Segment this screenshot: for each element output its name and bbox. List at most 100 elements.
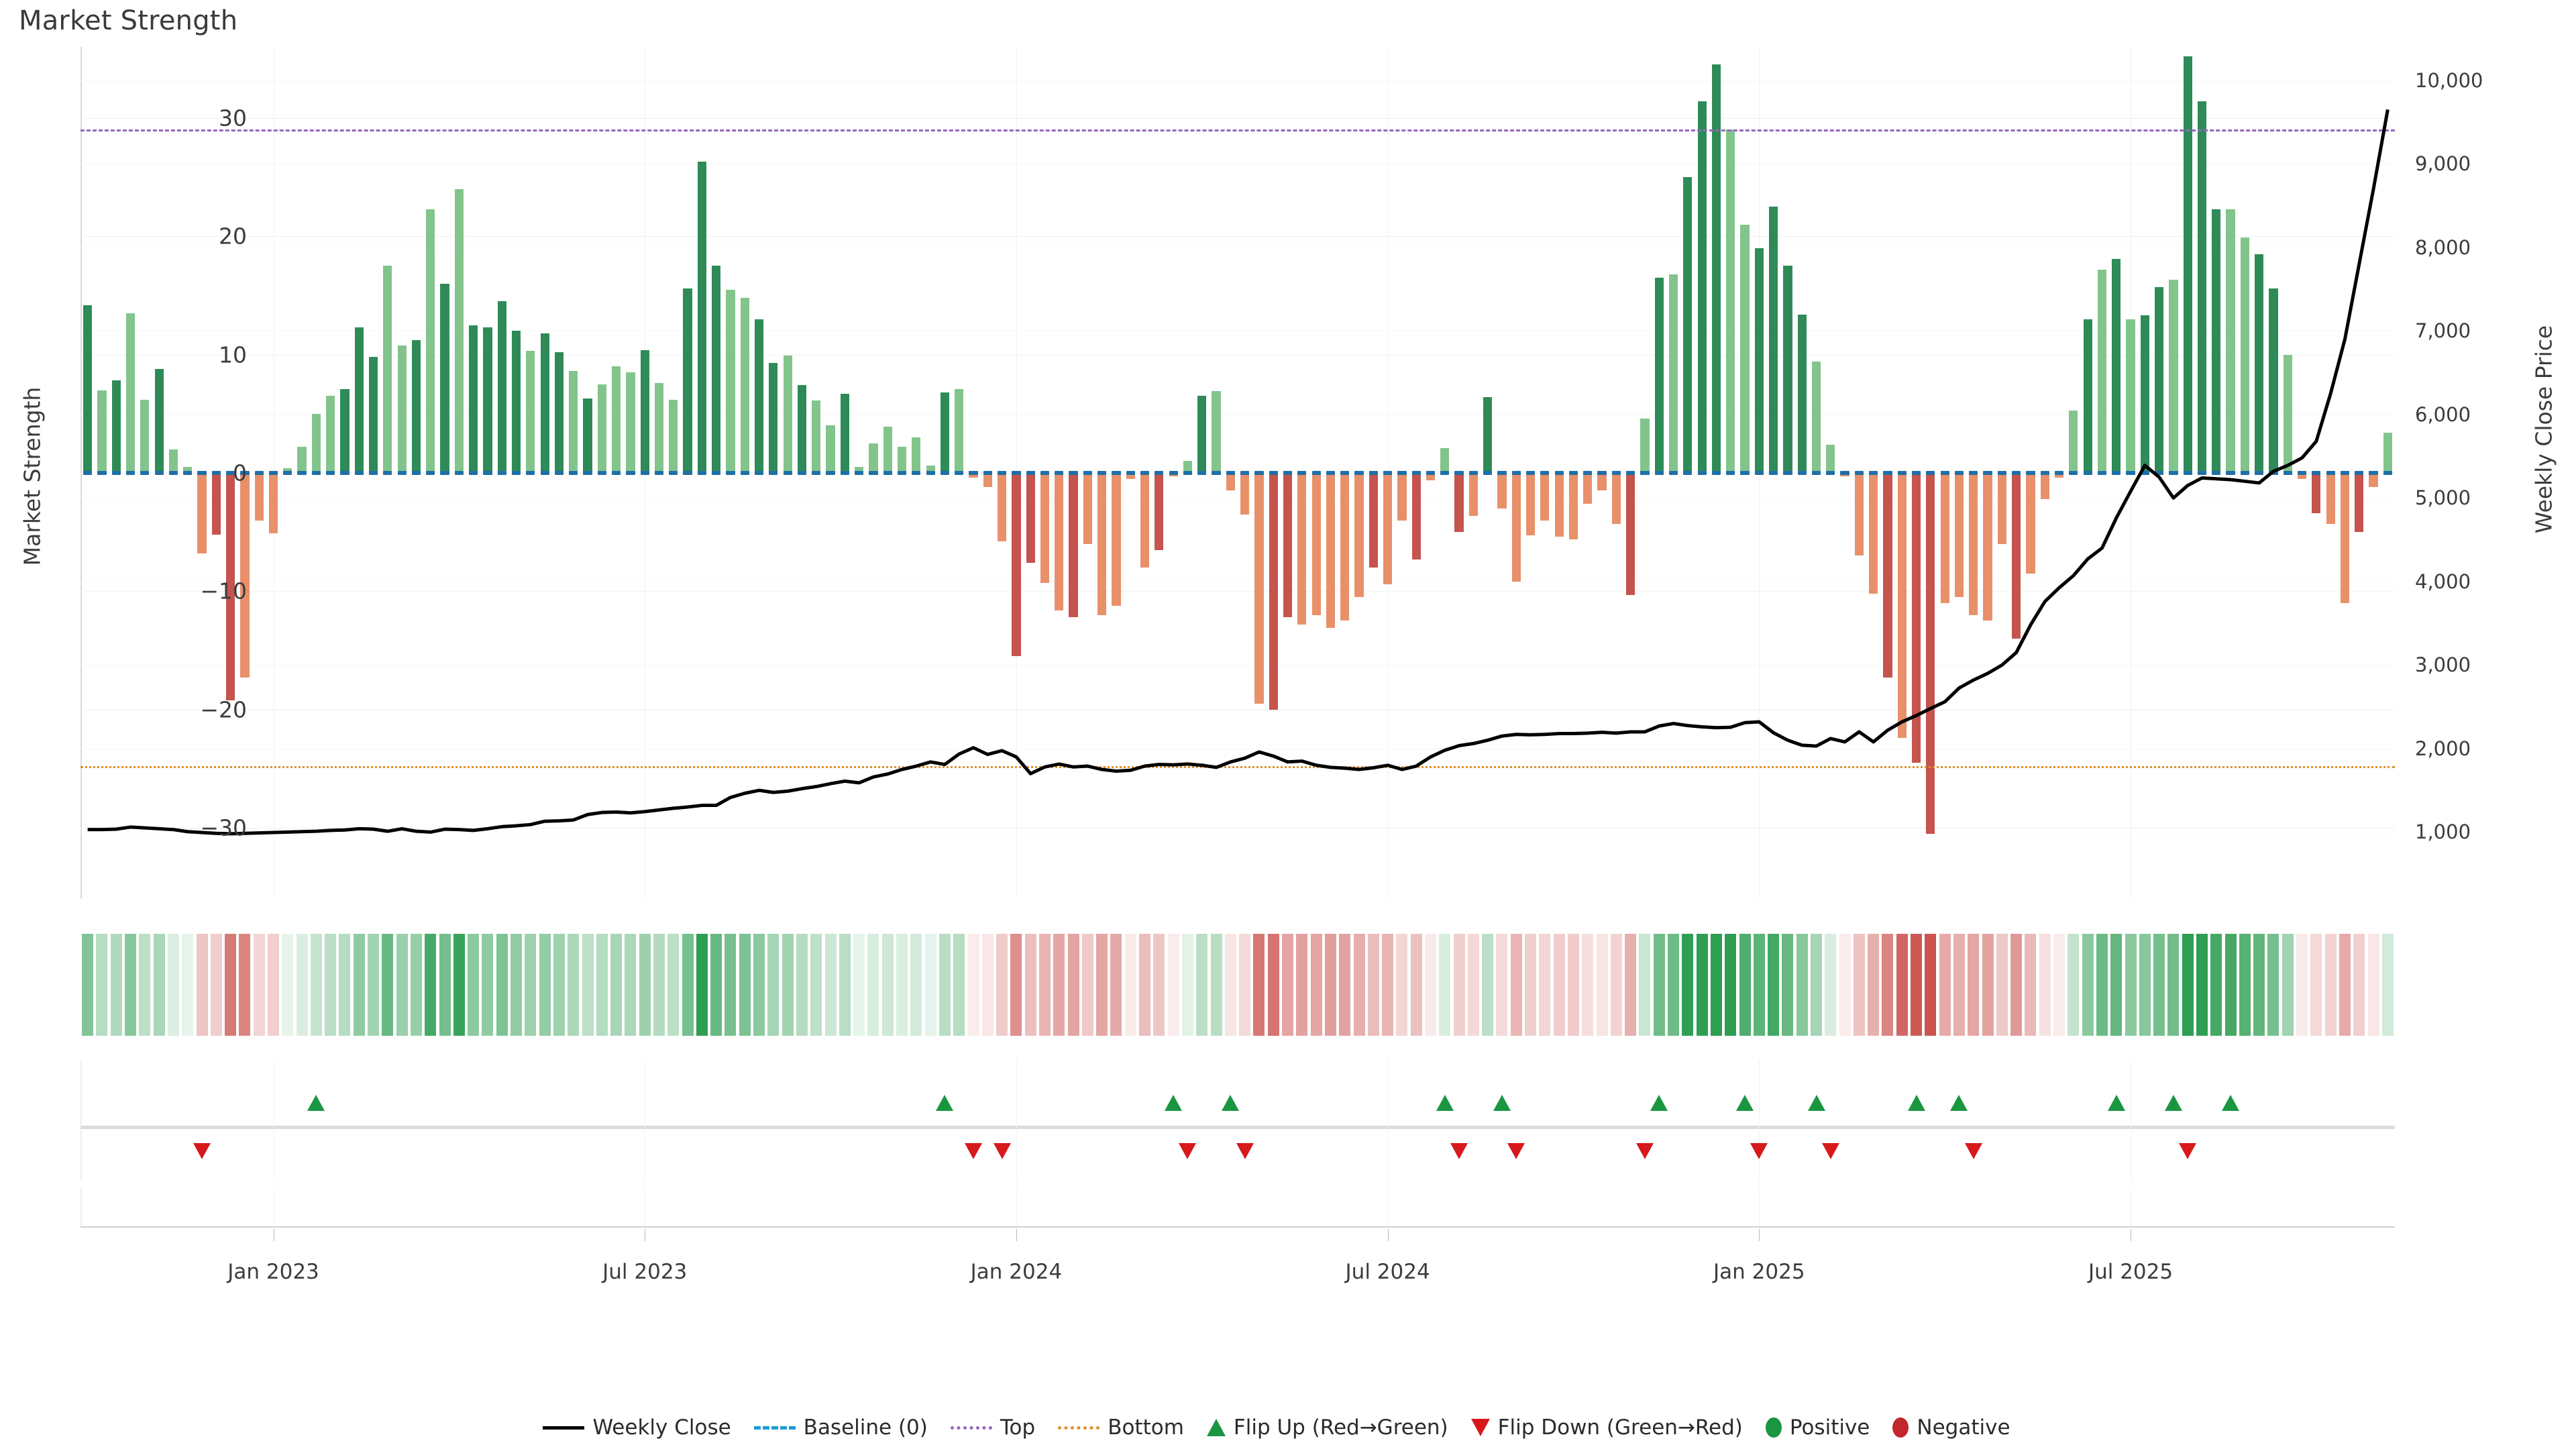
strength-bar <box>411 340 421 473</box>
heatmap-cell <box>1868 934 1880 1036</box>
strength-bar <box>1097 473 1107 615</box>
baseline-stub <box>1683 471 1693 475</box>
strength-bar <box>983 473 992 488</box>
legend-item-bottom[interactable]: Bottom <box>1058 1415 1184 1440</box>
flip-down-marker <box>1964 1143 1982 1159</box>
baseline-stub <box>469 471 478 475</box>
heatmap-cell <box>1339 934 1351 1036</box>
heatmap-cell <box>1839 934 1851 1036</box>
heatmap-cell <box>482 934 494 1036</box>
strength-bar <box>1683 177 1693 473</box>
strength-bar <box>1726 129 1735 473</box>
heatmap-cell <box>2210 934 2222 1036</box>
vertical-gridline <box>1759 1187 1760 1228</box>
heatmap-cell <box>2010 934 2023 1036</box>
flip-down-marker <box>2179 1143 2197 1159</box>
baseline-stub <box>297 471 307 475</box>
x-tick-mark <box>1387 1229 1389 1241</box>
strength-bar <box>1454 473 1464 533</box>
strength-bar <box>783 356 792 473</box>
heatmap-cell <box>568 934 580 1036</box>
flip-up-marker <box>1950 1095 1968 1111</box>
strength-bar <box>397 345 407 473</box>
strength-bar <box>1012 473 1021 657</box>
baseline-stub <box>1697 471 1707 475</box>
heatmap-cell <box>2381 934 2394 1036</box>
heatmap-cell <box>1582 934 1594 1036</box>
triangle-down-icon <box>1470 1419 1490 1436</box>
strength-bar <box>1340 473 1350 621</box>
strength-bar <box>1626 473 1635 595</box>
legend-item-baseline-0[interactable]: Baseline (0) <box>753 1415 928 1440</box>
flip-marker-panel <box>80 1060 2395 1181</box>
flip-axis-spine <box>80 1060 82 1181</box>
legend-item-weekly-close[interactable]: Weekly Close <box>543 1415 731 1440</box>
strength-bar <box>2355 473 2364 533</box>
heatmap-cell <box>1825 934 1837 1036</box>
heatmap-cell <box>153 934 165 1036</box>
strength-bar <box>326 396 335 473</box>
vertical-gridline <box>1387 1187 1389 1228</box>
legend-item-top[interactable]: Top <box>950 1415 1035 1440</box>
strength-bar <box>1026 473 1035 564</box>
baseline-stub <box>754 471 764 475</box>
heatmap-cell <box>1782 934 1794 1036</box>
x-tick-label: Jul 2025 <box>2088 1260 2174 1284</box>
legend-item-flip-up-red-green[interactable]: Flip Up (Red→Green) <box>1206 1415 1448 1440</box>
strength-bar <box>1940 473 1949 604</box>
strength-bar <box>1040 473 1050 584</box>
heatmap-cell <box>1596 934 1608 1036</box>
strength-bar <box>311 413 321 473</box>
baseline-stub <box>1097 471 1107 475</box>
baseline-stub <box>1026 471 1035 475</box>
heatmap-cell <box>1453 934 1465 1036</box>
strength-bar <box>2369 473 2378 488</box>
baseline-stub <box>1283 471 1293 475</box>
heatmap-cell <box>382 934 394 1036</box>
heatmap-cell <box>410 934 422 1036</box>
baseline-stub <box>569 471 578 475</box>
heatmap-cell <box>2282 934 2294 1036</box>
flip-up-marker <box>2164 1095 2182 1111</box>
strength-bar <box>2212 209 2221 473</box>
heatmap-cell <box>167 934 179 1036</box>
baseline-stub <box>1212 471 1221 475</box>
right-tick-label: 8,000 <box>2415 235 2471 259</box>
strength-bar <box>1383 473 1393 584</box>
strength-bar <box>2012 473 2021 639</box>
strength-bar <box>712 266 721 473</box>
vertical-gridline <box>1016 1187 1017 1228</box>
baseline-stub <box>1269 471 1278 475</box>
heatmap-cell <box>2182 934 2194 1036</box>
strength-bar <box>2183 56 2192 473</box>
baseline-stub <box>2326 471 2335 475</box>
strength-bar <box>226 473 235 700</box>
baseline-stub <box>1754 471 1764 475</box>
legend-item-positive[interactable]: Positive <box>1765 1415 1870 1440</box>
legend-item-negative[interactable]: Negative <box>1892 1415 2010 1440</box>
strength-bar <box>869 443 878 473</box>
main-chart-panel <box>80 47 2395 899</box>
heatmap-cell <box>1668 934 1680 1036</box>
strength-bar <box>2297 473 2307 479</box>
baseline-stub <box>726 471 735 475</box>
top-reference-line <box>80 129 2395 132</box>
heatmap-cell <box>425 934 437 1036</box>
heatmap-cell <box>110 934 122 1036</box>
strength-bar <box>1797 314 1807 473</box>
strength-bar <box>1711 64 1721 473</box>
strength-bar <box>969 473 978 478</box>
gridline <box>80 473 2395 474</box>
heatmap-cell <box>1139 934 1151 1036</box>
legend-item-flip-down-green-red[interactable]: Flip Down (Green→Red) <box>1470 1415 1743 1440</box>
baseline-stub <box>769 471 778 475</box>
strength-bar <box>569 371 578 473</box>
baseline-stub <box>1726 471 1735 475</box>
baseline-stub <box>383 471 392 475</box>
baseline-stub <box>1640 471 1650 475</box>
baseline-stub <box>1240 471 1250 475</box>
strength-bar <box>740 297 749 473</box>
heatmap-cell <box>2110 934 2123 1036</box>
baseline-stub <box>1397 471 1407 475</box>
strength-bar <box>1397 473 1407 521</box>
